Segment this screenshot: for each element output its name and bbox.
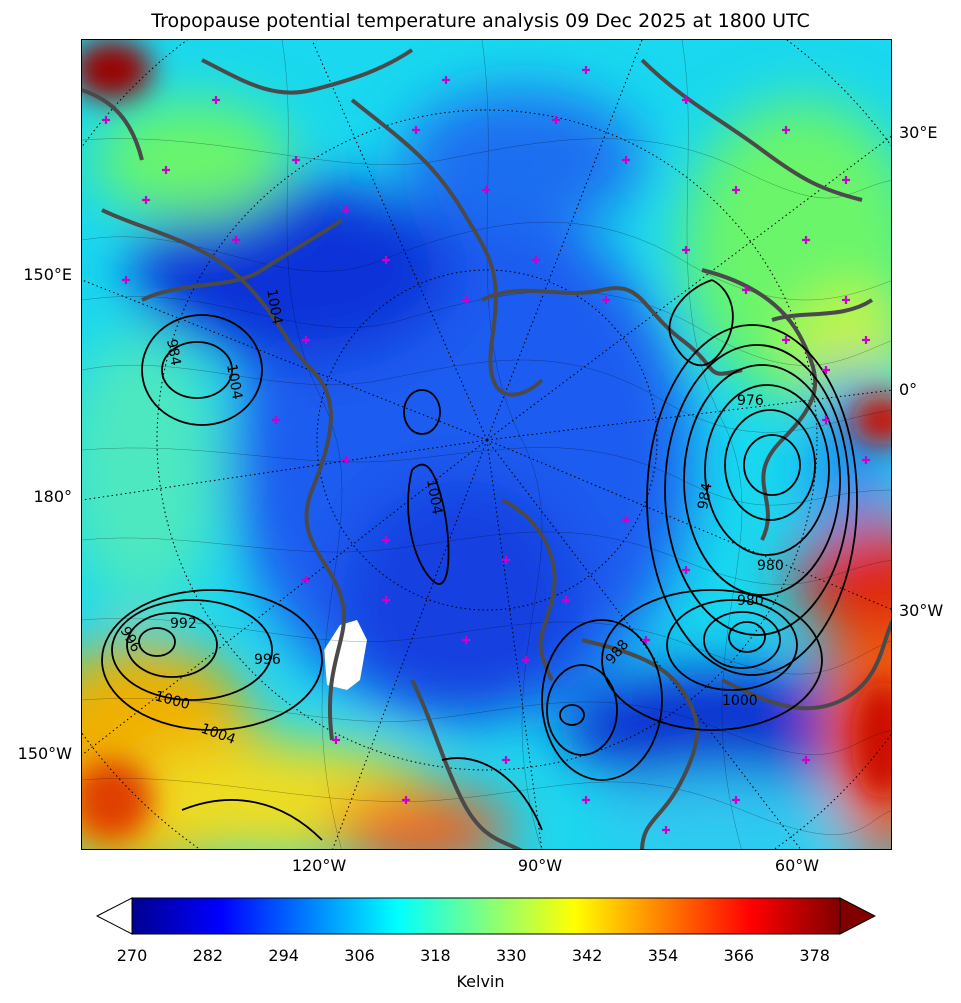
lon-label: 120°W <box>291 856 347 875</box>
colorbar <box>96 897 876 935</box>
isobar-label: 1004 <box>423 478 445 516</box>
colorbar-gradient <box>131 897 841 935</box>
colorbar-tick-label: 366 <box>723 946 755 965</box>
colorbar-tick-label: 318 <box>420 946 451 965</box>
colorbar-tick-label: 270 <box>116 946 148 965</box>
lon-label: 180° <box>33 487 72 506</box>
map-title: Tropopause potential temperature analysi… <box>151 10 810 32</box>
lon-label: 60°W <box>774 856 820 875</box>
lon-label: 0° <box>899 380 918 399</box>
colorbar-tick-label: 342 <box>571 946 603 965</box>
colorbar-over-extend <box>839 897 876 935</box>
isobar-label: 1000 <box>722 693 758 709</box>
colorbar-tick-label: 294 <box>268 946 299 965</box>
graticule <box>82 40 891 849</box>
colorbar-tick-label: 378 <box>799 946 830 965</box>
colorbar-tick-label: 282 <box>192 946 224 965</box>
colorbar-tick-label: 330 <box>496 946 527 965</box>
lon-label: 150°E <box>23 265 72 284</box>
colorbar-label: Kelvin <box>456 972 505 991</box>
isobar-label: 992 <box>170 616 197 632</box>
lon-label: 30°E <box>899 123 938 142</box>
isobar-label: 996 <box>254 652 281 668</box>
map-panel: 1004 984 1004 992 996 1000 1004 996 992 … <box>81 39 892 850</box>
isobars <box>101 279 858 841</box>
lon-label: 90°W <box>517 856 563 875</box>
isobar-label: 976 <box>737 393 764 409</box>
isobar-label: 980 <box>737 593 764 609</box>
colorbar-tick-label: 306 <box>344 946 375 965</box>
lon-label: 30°W <box>899 601 944 620</box>
isobar-label: 1004 <box>263 288 285 326</box>
lon-label: 150°W <box>17 744 72 763</box>
isobar-label: 980 <box>757 558 784 574</box>
tropopause-map: 1004 984 1004 992 996 1000 1004 996 992 … <box>82 40 891 849</box>
isobar-label: 984 <box>163 338 183 367</box>
colorbar-tick-label: 354 <box>647 946 679 965</box>
colorbar-under-extend <box>96 897 133 935</box>
isobar-label: 1004 <box>223 363 245 401</box>
station-markers <box>102 66 870 834</box>
isobar-label: 984 <box>695 482 715 511</box>
